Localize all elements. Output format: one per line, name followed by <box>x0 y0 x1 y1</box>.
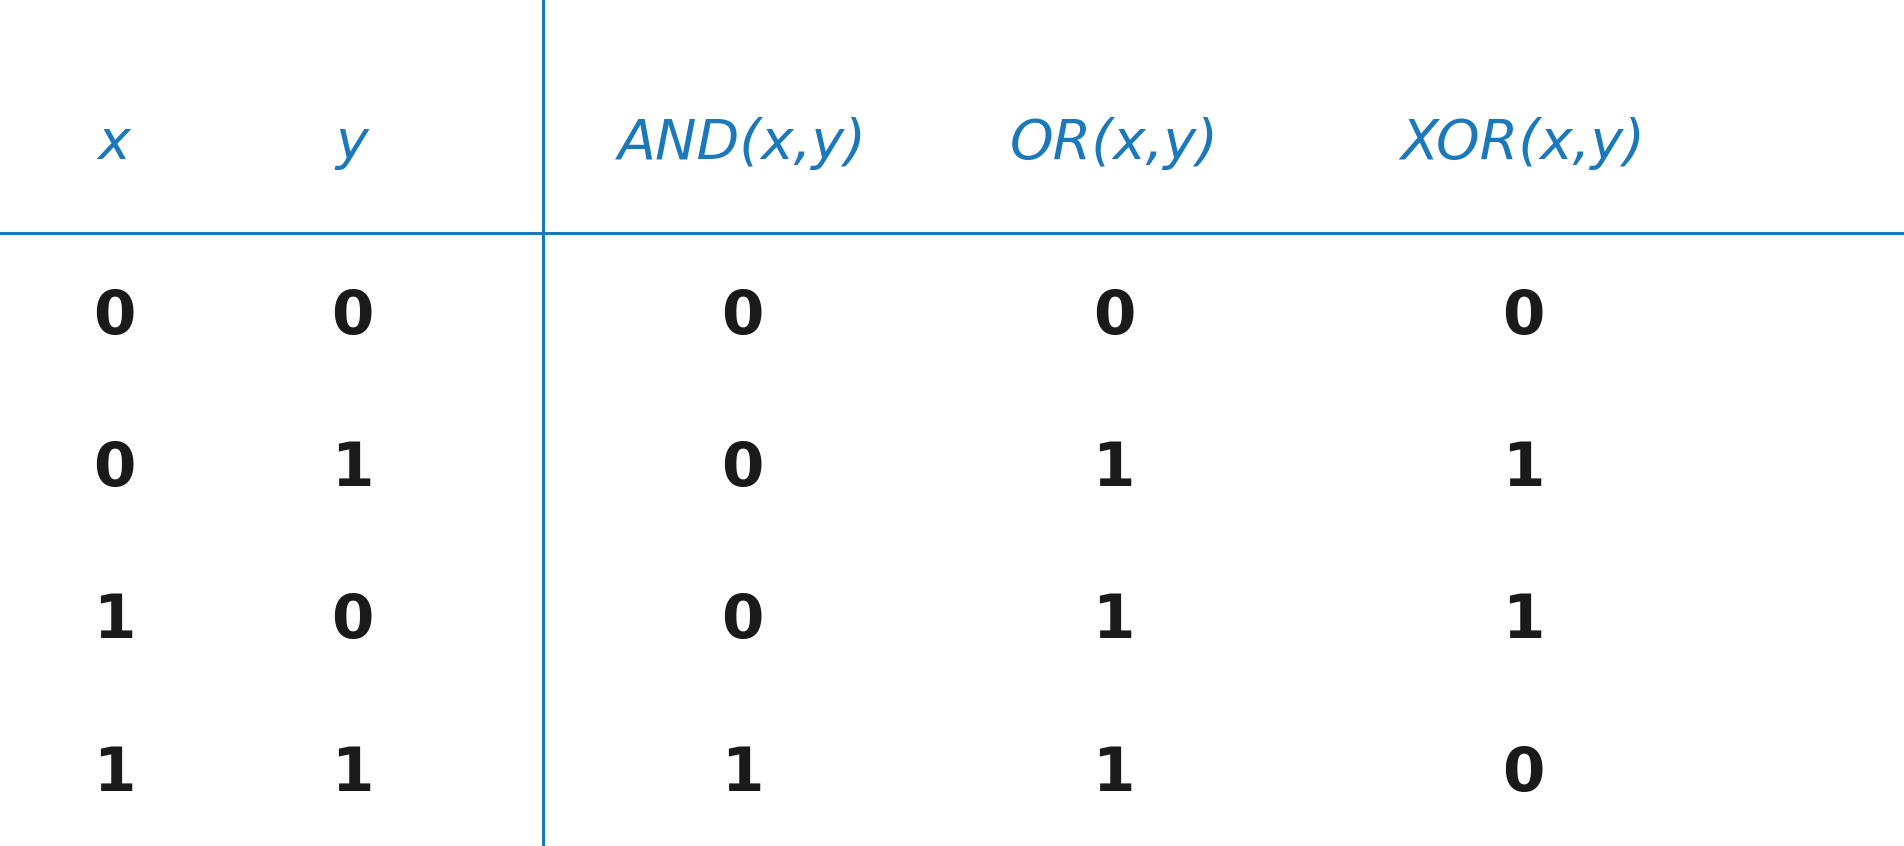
Text: 0: 0 <box>722 592 764 651</box>
Text: 0: 0 <box>331 288 373 347</box>
Text: 0: 0 <box>93 440 135 499</box>
Text: 1: 1 <box>1093 744 1135 804</box>
Text: 0: 0 <box>1502 288 1544 347</box>
Text: 1: 1 <box>331 440 373 499</box>
Text: 1: 1 <box>1502 592 1544 651</box>
Text: 1: 1 <box>93 592 135 651</box>
Text: XOR(x,y): XOR(x,y) <box>1401 118 1645 170</box>
Text: 1: 1 <box>93 744 135 804</box>
Text: 0: 0 <box>722 288 764 347</box>
Text: 1: 1 <box>1502 440 1544 499</box>
Text: 0: 0 <box>722 440 764 499</box>
Text: y: y <box>335 118 369 170</box>
Text: AND(x,y): AND(x,y) <box>619 118 866 170</box>
Text: 1: 1 <box>722 744 764 804</box>
Text: 1: 1 <box>1093 592 1135 651</box>
Text: OR(x,y): OR(x,y) <box>1009 118 1219 170</box>
Text: 0: 0 <box>331 592 373 651</box>
Text: 0: 0 <box>1502 744 1544 804</box>
Text: x: x <box>97 118 131 170</box>
Text: 1: 1 <box>1093 440 1135 499</box>
Text: 0: 0 <box>93 288 135 347</box>
Text: 0: 0 <box>1093 288 1135 347</box>
Text: 1: 1 <box>331 744 373 804</box>
